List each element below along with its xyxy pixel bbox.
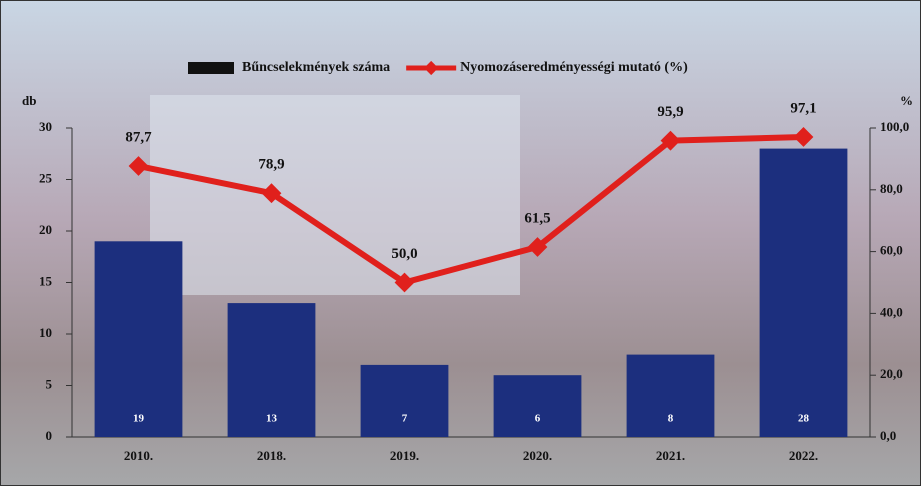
bar [626,354,715,437]
legend-label: Bűncselekmények száma [242,60,390,75]
value-label: 95,9 [657,104,683,120]
bar-label: 6 [535,413,541,425]
y2-tick-label: 100,0 [880,119,909,134]
bar-label: 8 [668,413,674,425]
value-label: 50,0 [391,246,417,262]
legend-swatch [188,62,234,74]
x-tick-label: 2018. [257,448,286,463]
line [137,133,804,286]
value-label: 87,7 [125,129,152,145]
value-label: 61,5 [524,210,550,226]
y2-tick-label: 20,0 [880,366,903,381]
bar [94,241,183,437]
y2-unit: % [900,93,913,108]
y2-tick-label: 80,0 [880,181,903,196]
building [150,95,520,295]
y-tick-label: 30 [39,119,52,134]
x-tick-label: 2021. [656,448,685,463]
value-label: 78,9 [258,157,284,173]
bar-label: 13 [266,413,278,425]
bar [493,375,582,437]
legend-marker [424,60,439,76]
bar [227,303,316,437]
legend-label: Nyomozáseredményességi mutató (%) [460,60,688,75]
bar [759,148,848,437]
y-tick-label: 10 [39,325,52,340]
bar [360,364,449,437]
y-tick-label: 15 [39,273,53,288]
y-tick-label: 20 [39,222,52,237]
marker [261,183,282,204]
y-tick-label: 25 [39,170,53,185]
y-tick-label: 5 [46,376,53,391]
marker [394,272,415,293]
x-tick-label: 2020. [523,448,552,463]
x-tick-label: 2019. [390,448,419,463]
y2-tick-label: 0,0 [880,428,896,443]
marker [128,156,149,176]
x-tick-label: 2010. [124,448,153,463]
y-unit: db [22,93,36,108]
bar-label: 19 [133,413,145,425]
bar-label: 7 [402,413,408,425]
value-label: 97,1 [790,100,816,116]
y-tick-label: 0 [46,428,53,443]
bar-label: 28 [798,413,810,425]
y2-tick-label: 40,0 [880,304,903,319]
y2-tick-label: 60,0 [880,243,903,258]
x-tick-label: 2022. [789,448,818,463]
